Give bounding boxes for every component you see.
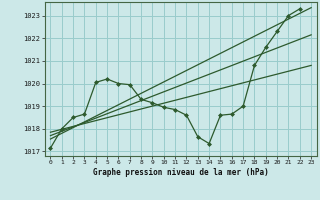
X-axis label: Graphe pression niveau de la mer (hPa): Graphe pression niveau de la mer (hPa)	[93, 168, 269, 177]
